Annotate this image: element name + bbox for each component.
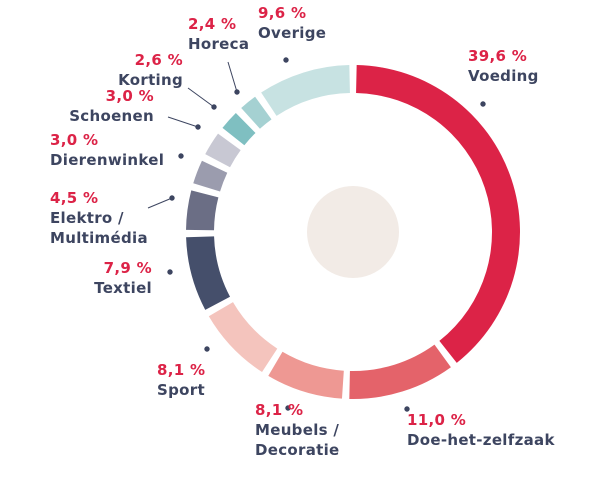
- percent-label: 2,4 %: [188, 15, 237, 33]
- percent-label: 3,0 %: [50, 131, 99, 149]
- donut-segment: [193, 160, 228, 192]
- slice-label: 9,6 % Overige: [258, 3, 358, 43]
- category-label: Korting: [118, 71, 183, 89]
- leaders: [147, 57, 486, 412]
- slice-label: 8,1 % Meubels / Decoratie: [255, 400, 365, 460]
- category-label: Meubels / Decoratie: [255, 421, 340, 459]
- donut-segment: [261, 65, 350, 116]
- slice-label: 7,9 % Textiel: [32, 258, 152, 298]
- category-label: Dierenwinkel: [50, 151, 165, 169]
- center-circle: [307, 186, 399, 278]
- slice-label: 3,0 % Schoenen: [34, 86, 154, 126]
- percent-label: 4,5 %: [50, 189, 99, 207]
- slice-label: 3,0 % Dierenwinkel: [50, 130, 190, 170]
- slice-label: 39,6 % Voeding: [468, 46, 598, 86]
- percent-label: 11,0 %: [407, 411, 467, 429]
- donut-segment: [356, 65, 521, 363]
- percent-label: 9,6 %: [258, 4, 307, 22]
- category-label: Schoenen: [69, 107, 154, 125]
- slice-label: 11,0 % Doe-het-zelfzaak: [407, 410, 587, 450]
- donut-segment: [186, 236, 231, 310]
- slice-label: 8,1 % Sport: [157, 360, 237, 400]
- donut-segment: [241, 96, 272, 129]
- category-label: Sport: [157, 381, 205, 399]
- category-label: Textiel: [94, 279, 152, 297]
- donut-segment: [208, 302, 278, 373]
- donut-segment: [186, 190, 219, 231]
- category-label: Doe-het-zelfzaak: [407, 431, 555, 449]
- category-label: Horeca: [188, 35, 250, 53]
- donut-segment: [268, 351, 344, 399]
- percent-label: 8,1 %: [255, 401, 304, 419]
- percent-label: 39,6 %: [468, 47, 528, 65]
- category-label: Elektro / Multimédia: [50, 209, 148, 247]
- donut-segment: [222, 112, 256, 146]
- category-label: Overige: [258, 24, 327, 42]
- donut-segment: [205, 133, 241, 168]
- category-label: Voeding: [468, 67, 539, 85]
- percent-label: 7,9 %: [103, 259, 152, 277]
- slice-label: 2,4 % Horeca: [188, 14, 288, 54]
- slice-label: 2,6 % Korting: [63, 50, 183, 90]
- percent-label: 3,0 %: [105, 87, 154, 105]
- slice-label: 4,5 % Elektro / Multimédia: [50, 188, 170, 248]
- percent-label: 2,6 %: [134, 51, 183, 69]
- donut-segment: [349, 344, 451, 399]
- percent-label: 8,1 %: [157, 361, 206, 379]
